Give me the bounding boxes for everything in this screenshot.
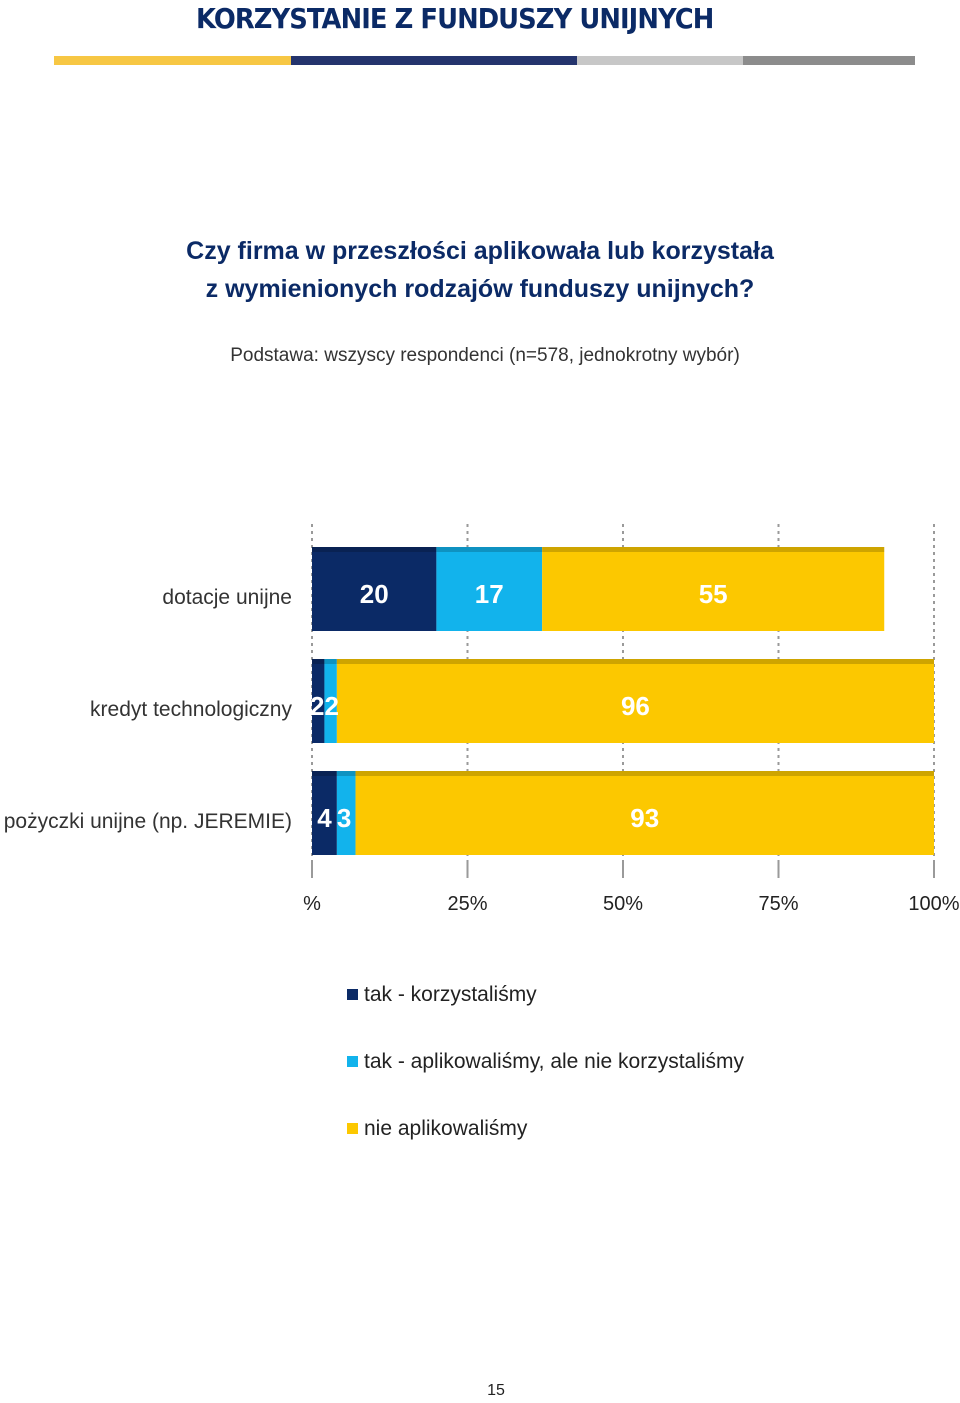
bar-segment-top-edge — [542, 547, 885, 552]
page-header-title: KORZYSTANIE Z FUNDUSZY UNIJNYCH — [196, 2, 714, 35]
chart-question-line-2: z wymienionych rodzajów funduszy unijnyc… — [205, 275, 755, 303]
legend-swatch — [347, 989, 358, 1000]
data-label: 3 — [337, 803, 351, 833]
x-axis-tick-label: % — [303, 893, 321, 915]
data-label: 55 — [699, 579, 728, 609]
category-label: dotacje unijne — [162, 586, 292, 609]
page-number: 15 — [487, 1382, 505, 1399]
data-label: 93 — [630, 803, 659, 833]
legend-label: tak - aplikowaliśmy, ale nie korzystaliś… — [364, 1050, 745, 1073]
header-rule-segment — [577, 56, 743, 65]
category-label: kredyt technologiczny — [90, 698, 292, 721]
legend-label: tak - korzystaliśmy — [364, 983, 537, 1006]
header-rule-segment — [54, 56, 291, 65]
bar-segment-top-edge — [336, 771, 356, 776]
x-axis-tick-label: 50% — [603, 893, 643, 915]
header-rule-segment — [743, 56, 915, 65]
bar-segment — [355, 771, 934, 855]
data-label: 96 — [621, 691, 650, 721]
header-rule-segment — [291, 56, 577, 65]
data-label: 17 — [475, 579, 504, 609]
bar-segment — [336, 771, 356, 855]
x-axis-tick-label: 25% — [447, 893, 487, 915]
data-label: 20 — [360, 579, 389, 609]
bar-segment — [436, 547, 543, 631]
stacked-bar-chart: % 25% 50% 75% 100% dotacje unijne kredyt techn… — [4, 524, 960, 915]
bar-segment — [312, 771, 337, 855]
bar-segment-top-edge — [355, 771, 934, 776]
bar-segment-top-edge — [336, 659, 934, 664]
bar-segment-top-edge — [312, 771, 337, 776]
bar-segment-top-edge — [312, 659, 325, 664]
bar-segment — [324, 659, 337, 743]
data-label: 2 — [324, 691, 338, 721]
bar-segment-top-edge — [436, 547, 543, 552]
legend-swatch — [347, 1123, 358, 1134]
legend-swatch — [347, 1056, 358, 1067]
bar-segment-top-edge — [312, 547, 437, 552]
data-label: 4 — [317, 803, 332, 833]
category-label: pożyczki unijne (np. JEREMIE) — [4, 810, 292, 833]
x-axis-tick-label: 75% — [758, 893, 798, 915]
chart-question-line-1: Czy firma w przeszłości aplikowała lub k… — [186, 237, 774, 265]
bar-segment — [336, 659, 934, 743]
bar-segment — [542, 547, 885, 631]
x-axis-tick-label: 100% — [908, 893, 959, 915]
header-rule — [54, 56, 915, 65]
bar-segment — [312, 547, 437, 631]
legend-label: nie aplikowaliśmy — [364, 1117, 528, 1140]
data-label: 2 — [310, 691, 324, 721]
chart-basis-note: Podstawa: wszyscy respondenci (n=578, je… — [230, 345, 740, 366]
bar-segment-top-edge — [324, 659, 337, 664]
bar-segment — [312, 659, 325, 743]
